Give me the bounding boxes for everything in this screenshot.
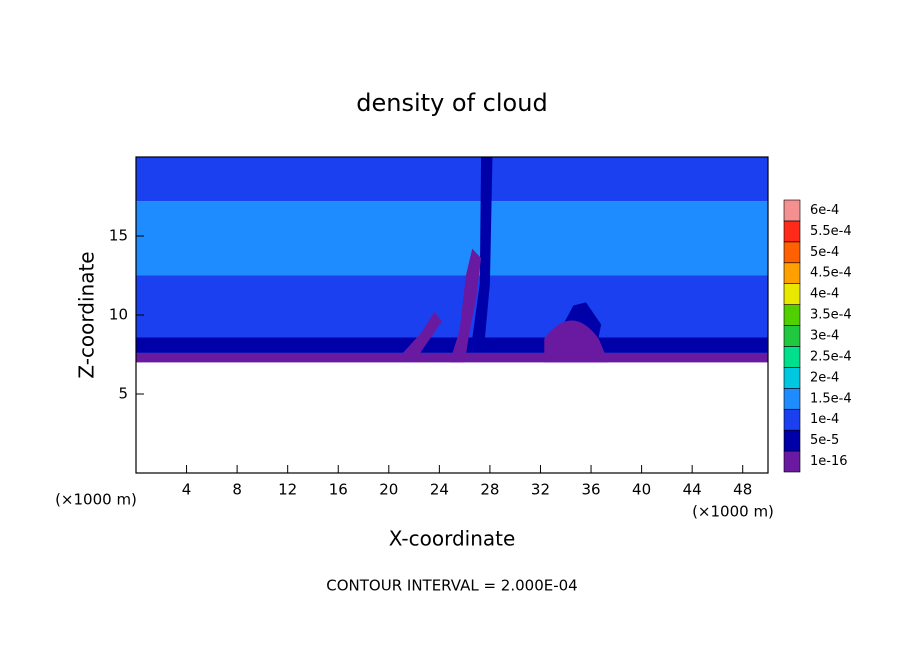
dome-cloud bbox=[544, 320, 609, 363]
footer: CONTOUR INTERVAL = 2.000E-04 bbox=[326, 577, 577, 595]
colorbar-swatch bbox=[783, 367, 801, 389]
colorbar-swatch bbox=[783, 304, 801, 326]
colorbar-swatch bbox=[783, 325, 801, 347]
contour-band bbox=[136, 157, 768, 202]
colorbar-label: 5e-5 bbox=[810, 433, 839, 448]
plume-cloud bbox=[449, 248, 482, 363]
colorbar-label: 3e-4 bbox=[810, 329, 839, 344]
colorbar-label: 4.5e-4 bbox=[810, 266, 852, 281]
colorbar-swatch bbox=[783, 241, 801, 264]
x-tick-label: 16 bbox=[329, 481, 348, 499]
x-tick-label: 24 bbox=[430, 481, 449, 499]
x-tick-label: 4 bbox=[182, 481, 192, 499]
x-tick-label: 40 bbox=[632, 481, 651, 499]
colorbar-label: 1e-4 bbox=[810, 412, 839, 427]
contour-band bbox=[136, 275, 768, 338]
colorbar-swatch bbox=[783, 450, 801, 473]
colorbar-swatch bbox=[783, 408, 801, 431]
colorbar-label: 5e-4 bbox=[810, 245, 839, 260]
colorbar-label: 5.5e-4 bbox=[810, 224, 852, 239]
x-unit: (×1000 m) bbox=[692, 503, 774, 521]
x-tick-label: 20 bbox=[379, 481, 398, 499]
y-axis-label: Z-coordinate bbox=[75, 251, 99, 378]
colorbar-swatch bbox=[783, 199, 801, 222]
x-tick-label: 44 bbox=[683, 481, 702, 499]
y-tick-label: 15 bbox=[109, 227, 128, 245]
colorbar-label: 1.5e-4 bbox=[810, 391, 852, 406]
colorbar-swatch bbox=[783, 220, 801, 243]
colorbar-label: 2e-4 bbox=[810, 370, 839, 385]
colorbar-label: 6e-4 bbox=[810, 203, 839, 218]
x-tick-label: 36 bbox=[581, 481, 600, 499]
chart-title: density of cloud bbox=[356, 89, 547, 117]
colorbar-swatch bbox=[783, 388, 801, 410]
contour-band bbox=[136, 337, 768, 353]
x-axis-label: X-coordinate bbox=[389, 527, 516, 551]
y-tick-label: 5 bbox=[118, 385, 128, 403]
x-tick-label: 32 bbox=[531, 481, 550, 499]
colorbar-label: 3.5e-4 bbox=[810, 308, 852, 323]
x-tick-label: 48 bbox=[733, 481, 752, 499]
y-tick-label: 10 bbox=[109, 306, 128, 324]
colorbar-label: 2.5e-4 bbox=[810, 349, 852, 364]
colorbar-swatch bbox=[783, 346, 801, 368]
colorbar-swatch bbox=[783, 262, 801, 284]
x-tick-label: 8 bbox=[232, 481, 242, 499]
contour-band bbox=[136, 201, 768, 276]
x-tick-label: 28 bbox=[480, 481, 499, 499]
colorbar-swatch bbox=[783, 429, 801, 452]
plume-cloud bbox=[401, 311, 442, 355]
colorbar-label: 1e-16 bbox=[810, 454, 848, 469]
x-tick-label: 12 bbox=[278, 481, 297, 499]
colorbar-label: 4e-4 bbox=[810, 287, 839, 302]
colorbar-swatch bbox=[783, 283, 801, 305]
y-unit: (×1000 m) bbox=[55, 491, 137, 509]
plume-core bbox=[472, 157, 493, 339]
